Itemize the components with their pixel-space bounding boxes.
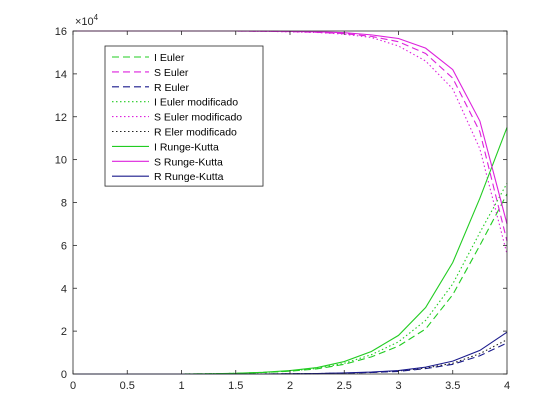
legend-label-1: S Euler	[154, 67, 189, 79]
y-tick-label: 14	[55, 69, 67, 81]
legend-label-5: R Eler modificado	[154, 127, 237, 139]
x-tick-label: 2.5	[337, 380, 352, 392]
y-axis: 0 2 4 6 8 10 12 14 16	[55, 26, 507, 381]
x-tick-label: 0.5	[120, 380, 135, 392]
x-tick-label: 3	[395, 380, 401, 392]
legend-label-3: I Euler modificado	[154, 97, 238, 109]
y-tick-label: 16	[55, 26, 67, 38]
y-tick-label: 8	[61, 198, 67, 210]
legend-label-2: R Euler	[154, 82, 190, 94]
legend-label-0: I Euler	[154, 52, 185, 64]
x-axis: 0 0.5 1 1.5 2 2.5 3 3.5 4	[70, 31, 510, 392]
legend-label-8: R Runge-Kutta	[154, 171, 224, 183]
x-tick-label: 1	[178, 380, 184, 392]
y-tick-label: 10	[55, 155, 67, 167]
y-tick-label: 12	[55, 112, 67, 124]
x-tick-label: 3.5	[445, 380, 460, 392]
legend-box	[104, 45, 264, 187]
y-tick-label: 2	[61, 326, 67, 338]
y-tick-label: 4	[61, 283, 67, 295]
x-tick-label: 4	[504, 380, 510, 392]
x-tick-label: 2	[287, 380, 293, 392]
y-axis-multiplier-base: ×10	[75, 16, 94, 28]
y-tick-label: 6	[61, 240, 67, 252]
y-axis-multiplier-exponent: 4	[94, 13, 99, 22]
y-axis-multiplier: ×104	[75, 13, 99, 28]
x-tick-label: 0	[70, 380, 76, 392]
legend: I Euler S Euler R Euler I Euler modificado S…	[104, 45, 264, 187]
legend-label-7: S Runge-Kutta	[154, 156, 223, 168]
x-tick-label: 1.5	[228, 380, 243, 392]
y-tick-label: 0	[61, 369, 67, 381]
legend-label-6: I Runge-Kutta	[154, 141, 219, 153]
legend-label-4: S Euler modificado	[154, 112, 242, 124]
